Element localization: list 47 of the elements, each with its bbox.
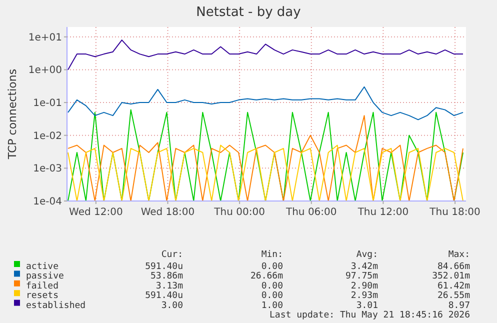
text: 2.90m [350,281,378,292]
text: 0.00 [261,262,283,272]
text: 8.97 [448,300,470,311]
text: 0.00 [261,291,283,302]
text: Min: [261,250,283,260]
line-series [68,144,464,202]
text: 2.93m [350,291,378,302]
text: 3.13m [156,281,183,292]
y-tick-label: 1e+01 [28,32,62,44]
text: 61.42m [437,281,470,292]
text: 53.86m [150,272,183,282]
y-tick-label: 1e-03 [33,164,62,175]
line-series [68,86,464,120]
text: 352.01m [432,272,470,282]
text: Cur: [161,250,183,260]
x-tick-label: Thu 00:00 [213,207,265,218]
legend-label: established [26,300,86,311]
legend-label: passive [26,272,64,282]
x-tick-label: Thu 06:00 [284,207,337,218]
legend-label: resets [26,291,59,302]
y-axis-title: TCP connections [6,68,19,160]
text: 3.01 [356,300,378,311]
text: 26.55m [437,291,470,302]
legend-label: failed [26,281,59,292]
text: 591.40u [145,262,183,272]
line-series [68,40,464,70]
text: Max: [448,250,470,260]
y-tick-label: 1e-04 [33,196,62,208]
x-tick-label: Thu 12:00 [356,207,409,218]
text: 3.00 [161,300,183,311]
text: 591.40u [145,291,183,302]
x-tick-label: Wed 12:00 [69,207,123,218]
y-tick-label: 1e-02 [33,130,62,142]
text: 26.66m [250,272,283,282]
y-tick-label: 1e+00 [28,65,62,76]
text: 0.00 [261,281,283,292]
text: 97.75m [345,272,378,282]
text: 84.66m [437,262,470,272]
chart-title: Netstat - by day [196,5,302,20]
y-tick-label: 1e-01 [33,98,62,110]
text: Avg: [356,250,378,260]
legend-label: active [26,262,59,272]
text: 3.42m [350,262,378,272]
x-tick-label: Thu 18:00 [428,207,480,218]
text: Last update: Thu May 21 18:45:16 2026 [270,310,470,320]
text: 1.00 [261,300,283,311]
x-tick-label: Wed 18:00 [140,207,195,218]
